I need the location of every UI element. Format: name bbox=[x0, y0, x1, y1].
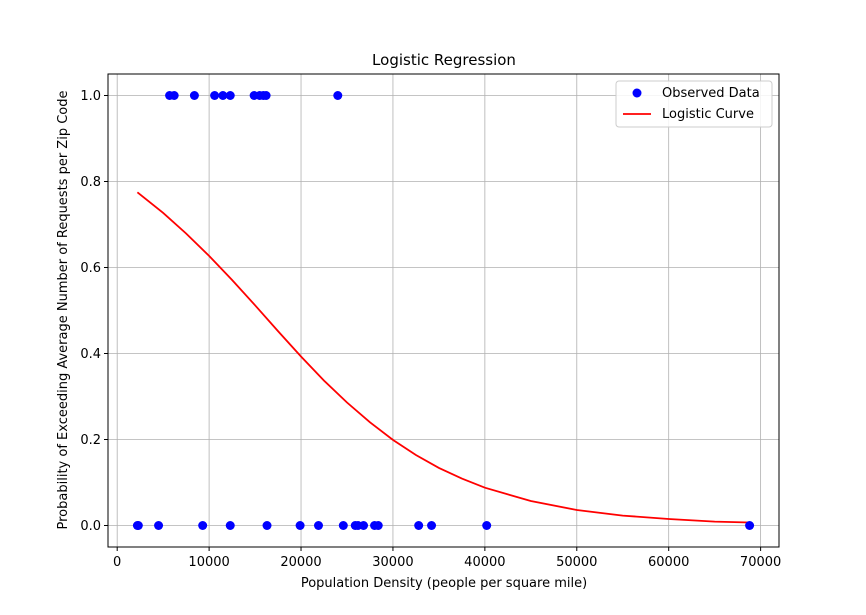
observed-data-point bbox=[225, 521, 235, 530]
observed-data-point bbox=[313, 521, 323, 530]
x-tick-label: 40000 bbox=[464, 555, 505, 570]
grid bbox=[108, 74, 779, 547]
observed-data-point bbox=[210, 91, 220, 100]
observed-data-point bbox=[262, 521, 272, 530]
y-tick-label: 0.4 bbox=[80, 347, 101, 362]
x-tick-label: 10000 bbox=[188, 555, 229, 570]
x-tick-label: 20000 bbox=[280, 555, 321, 570]
legend-marker-observed-data bbox=[632, 88, 642, 98]
observed-data-point bbox=[261, 91, 271, 100]
y-tick-label: 0.8 bbox=[80, 175, 101, 190]
x-axis-ticks: 0 10000 20000 30000 40000 50000 60000 70000 bbox=[113, 547, 781, 570]
y-tick-label: 1.0 bbox=[80, 89, 101, 104]
y-axis-ticks: 0.0 0.2 0.4 0.6 0.8 1.0 bbox=[80, 89, 108, 534]
y-axis-label: Probability of Exceeding Average Number … bbox=[56, 91, 71, 530]
y-tick-label: 0.2 bbox=[80, 433, 101, 448]
observed-data-point bbox=[338, 521, 348, 530]
x-tick-label: 30000 bbox=[372, 555, 413, 570]
observed-data-point bbox=[745, 521, 755, 530]
observed-data-point bbox=[189, 91, 199, 100]
legend-box bbox=[615, 80, 773, 128]
logistic-curve-line bbox=[136, 191, 750, 524]
x-tick-label: 60000 bbox=[648, 555, 689, 570]
observed-data-point bbox=[359, 521, 369, 530]
chart-title: Logistic Regression bbox=[372, 51, 516, 69]
legend-label-observed-data: Observed Data bbox=[662, 86, 760, 101]
observed-data-point bbox=[427, 521, 437, 530]
legend-label-logistic-curve: Logistic Curve bbox=[662, 107, 754, 122]
observed-data-point bbox=[482, 521, 492, 530]
observed-data-point bbox=[169, 91, 179, 100]
observed-data-point bbox=[373, 521, 383, 530]
y-tick-label: 0.6 bbox=[80, 261, 101, 276]
observed-data-point bbox=[133, 521, 143, 530]
plot-area-frame bbox=[107, 73, 780, 548]
observed-data-point bbox=[333, 91, 343, 100]
x-tick-label: 70000 bbox=[740, 555, 781, 570]
x-tick-label: 0 bbox=[113, 555, 121, 570]
x-axis-label: Population Density (people per square mi… bbox=[301, 576, 587, 591]
y-tick-label: 0.0 bbox=[80, 519, 101, 534]
legend: Observed Data Logistic Curve bbox=[615, 80, 773, 128]
observed-data-point bbox=[295, 521, 305, 530]
observed-data-layer bbox=[132, 91, 755, 530]
observed-data-point bbox=[414, 521, 424, 530]
observed-data-point bbox=[198, 521, 208, 530]
observed-data-point bbox=[218, 91, 228, 100]
observed-data-point bbox=[225, 91, 235, 100]
x-tick-label: 50000 bbox=[556, 555, 597, 570]
logistic-curve-layer bbox=[136, 191, 750, 524]
observed-data-point bbox=[154, 521, 164, 530]
